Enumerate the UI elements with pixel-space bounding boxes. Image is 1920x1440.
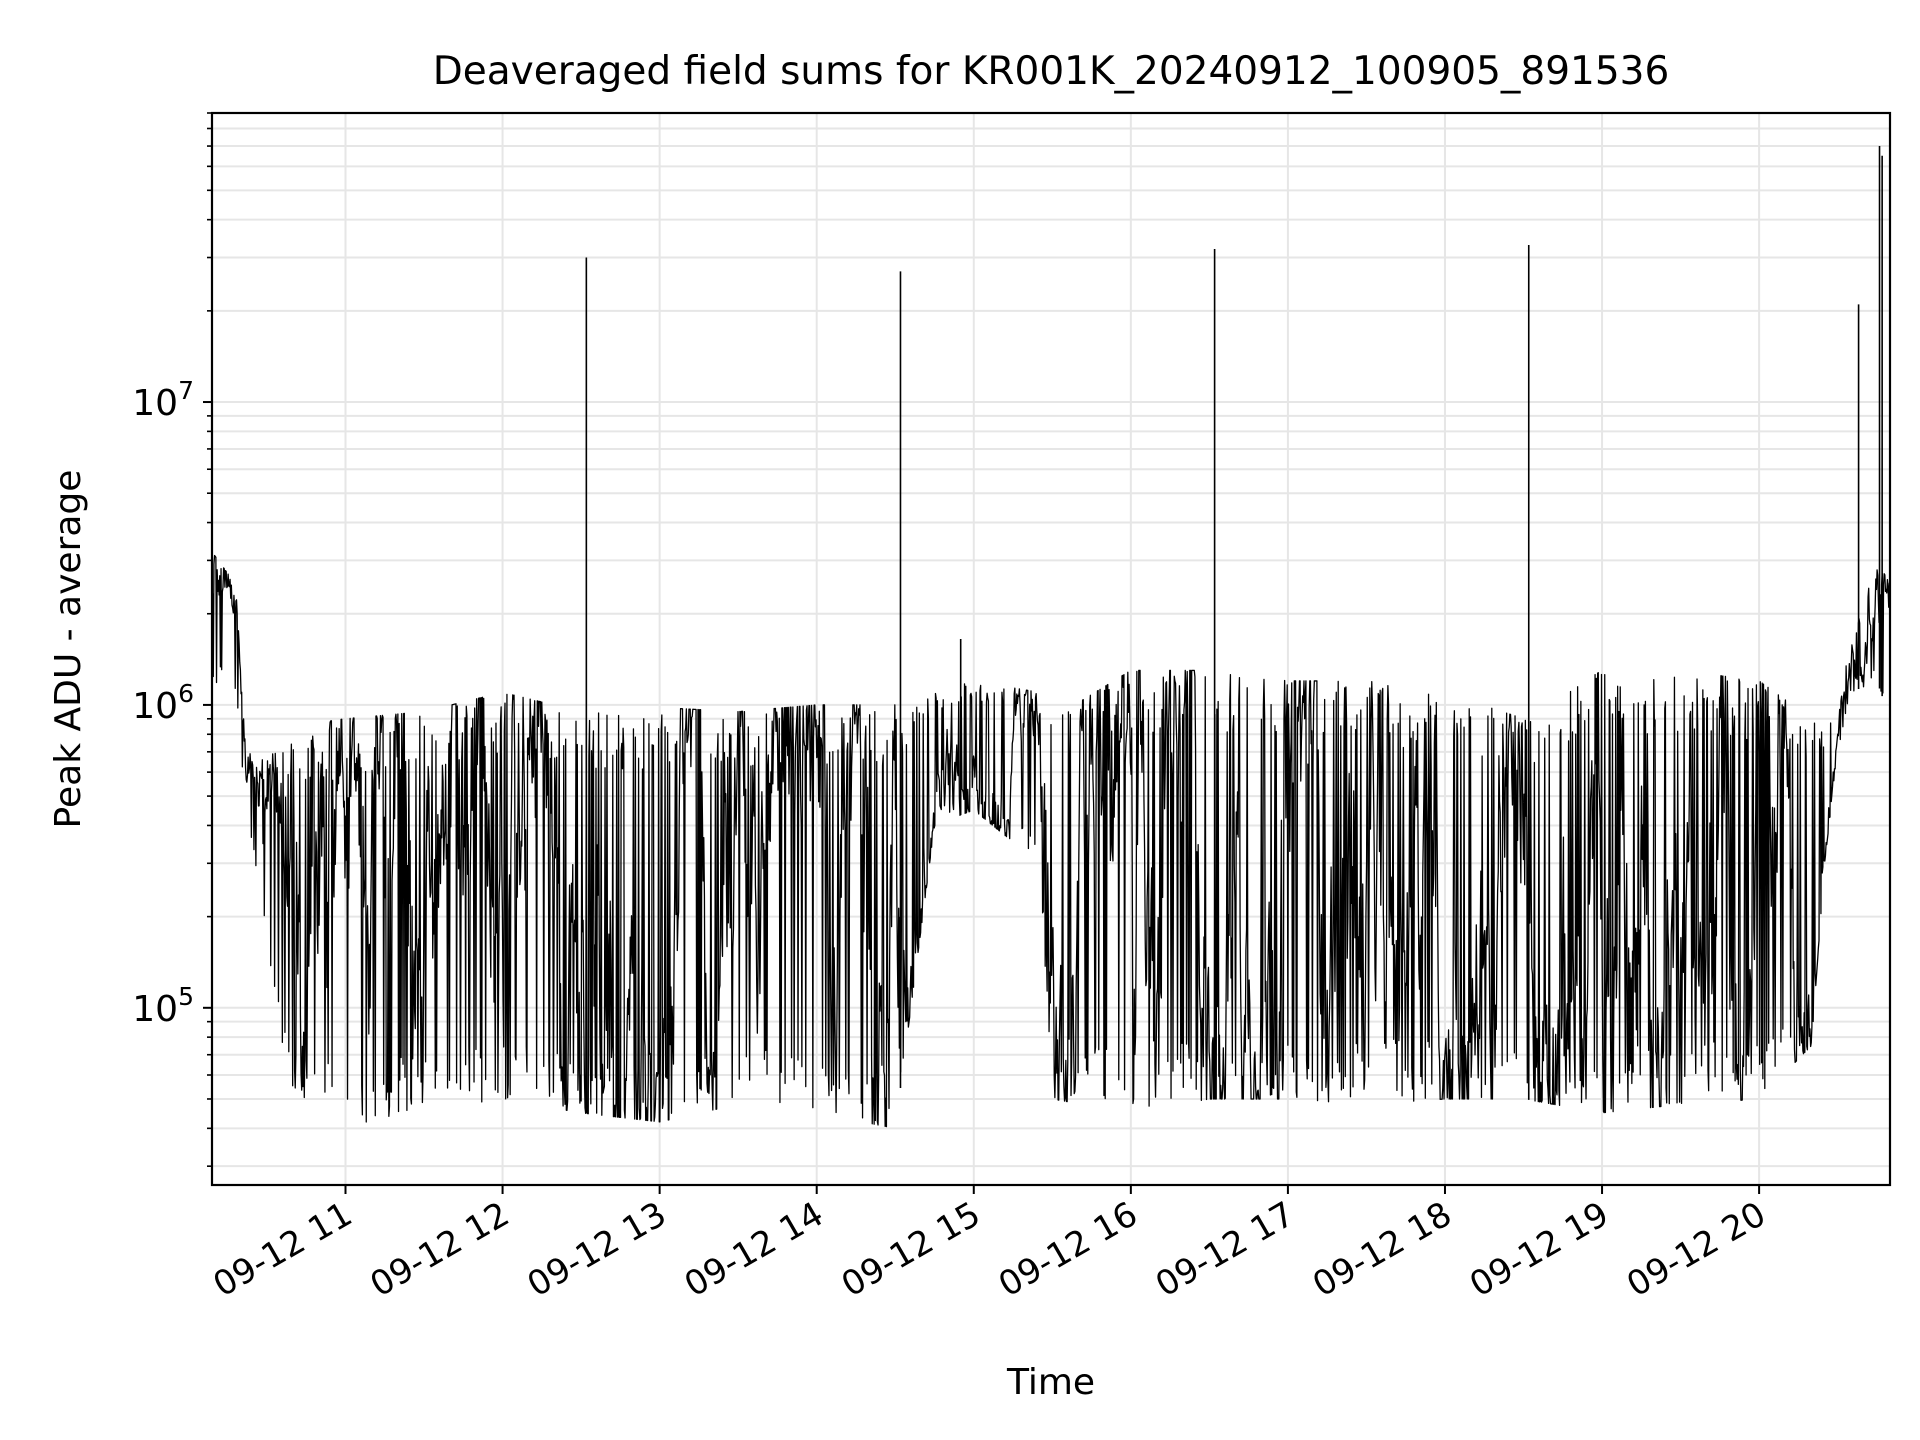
y-tick-label: 107 bbox=[132, 376, 194, 424]
y-axis-label: Peak ADU - average bbox=[48, 470, 89, 829]
y-tick-label: 105 bbox=[132, 982, 194, 1030]
y-axis: 105 106 107 bbox=[132, 112, 212, 1167]
x-axis-label: Time bbox=[1006, 1362, 1095, 1403]
chart-title: Deaveraged field sums for KR001K_2024091… bbox=[433, 49, 1670, 94]
data-series bbox=[211, 146, 1891, 1128]
y-tick-label: 106 bbox=[132, 679, 194, 727]
data-series-line bbox=[211, 554, 1891, 1128]
plot-area-frame bbox=[210, 111, 1892, 1187]
